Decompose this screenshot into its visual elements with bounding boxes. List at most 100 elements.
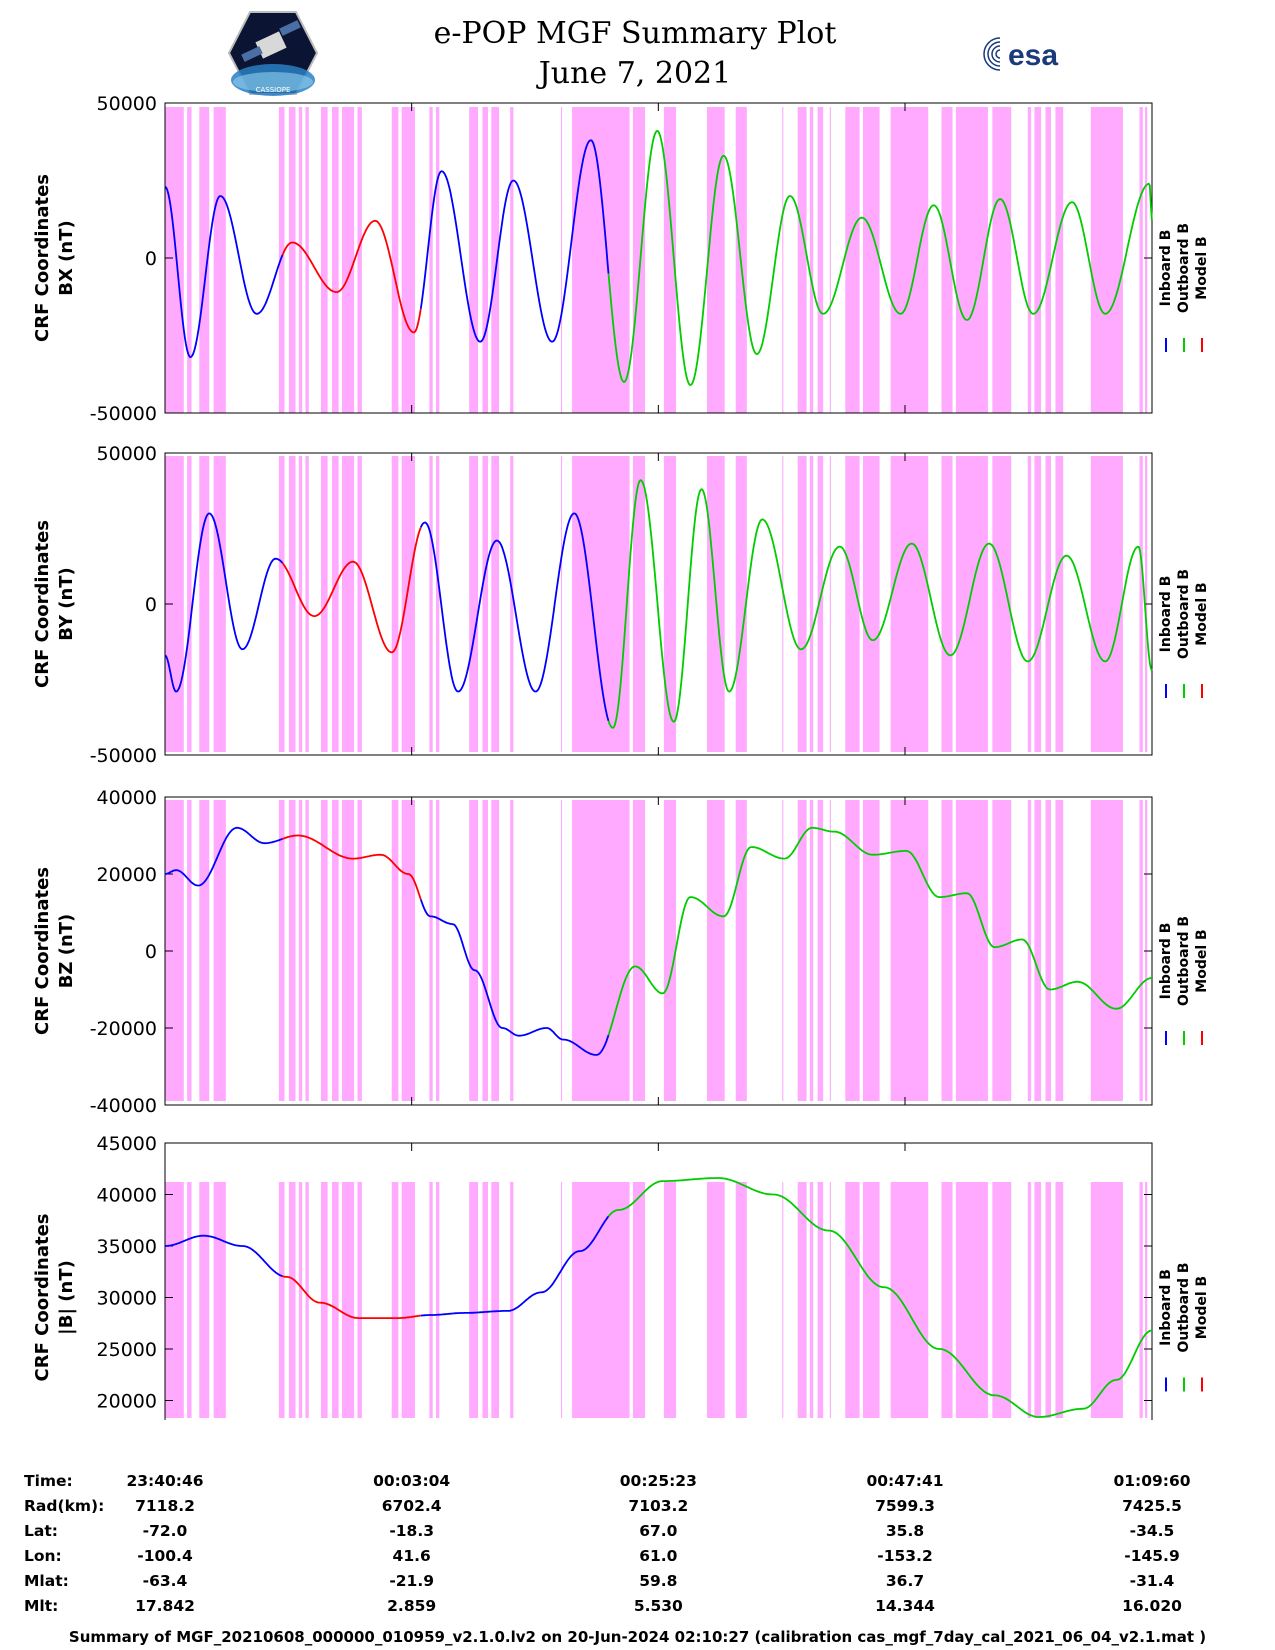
series-line <box>165 1234 283 1278</box>
shaded-interval <box>1145 107 1148 413</box>
shaded-interval <box>890 1182 929 1418</box>
shaded-interval <box>890 107 929 413</box>
y-tick-label: 30000 <box>97 1288 157 1310</box>
shaded-interval <box>1090 800 1123 1101</box>
shaded-interval <box>941 1182 953 1418</box>
shaded-interval <box>1145 1182 1148 1418</box>
shaded-interval <box>165 107 184 413</box>
shaded-interval <box>1034 107 1042 413</box>
annotation-label: Lon: <box>24 1547 62 1565</box>
shaded-interval <box>288 1182 296 1418</box>
series-line <box>419 899 610 1056</box>
shaded-interval <box>436 107 440 413</box>
shaded-interval <box>890 800 929 1101</box>
annotation-value: 67.0 <box>639 1522 678 1540</box>
shaded-interval <box>278 800 285 1101</box>
legend-label: Model B <box>1194 582 1210 645</box>
y-axis-label: CRF Coordinates BZ (nT) <box>32 867 77 1035</box>
shaded-interval <box>305 107 309 413</box>
shaded-interval <box>510 456 514 752</box>
shaded-interval <box>992 456 1012 752</box>
shaded-interval <box>436 800 440 1101</box>
y-tick-label: -50000 <box>90 745 157 767</box>
esa-logo: esa <box>983 37 1058 72</box>
shaded-interval <box>305 456 309 752</box>
legend-label: Outboard B <box>1176 916 1192 1006</box>
shaded-interval <box>992 800 1012 1101</box>
shaded-interval <box>213 800 226 1101</box>
shaded-interval <box>1139 800 1143 1101</box>
shaded-interval <box>436 456 440 752</box>
shaded-interval <box>809 1182 814 1418</box>
shaded-interval <box>357 800 362 1101</box>
panel-1: 50000 0 -50000 CRF Coordinates BX (nT) Inboar… <box>32 93 1210 425</box>
shaded-interval <box>332 456 339 752</box>
shaded-interval <box>1027 107 1032 413</box>
series-line <box>282 834 422 900</box>
shaded-interval <box>572 456 630 752</box>
shaded-interval <box>278 456 285 752</box>
y-axis-label-line-1: CRF Coordinates <box>32 520 53 688</box>
shaded-interval <box>1055 107 1064 413</box>
shaded-interval <box>817 456 824 752</box>
shaded-interval <box>862 456 880 752</box>
legend-label: Model B <box>1194 236 1210 299</box>
shaded-interval <box>187 1182 192 1418</box>
legend-label: Inboard B <box>1158 230 1174 307</box>
y-axis-label: CRF Coordinates BX (nT) <box>32 174 77 342</box>
series-line <box>164 185 284 359</box>
annotation-value: -72.0 <box>142 1522 188 1540</box>
annotation-label: Mlt: <box>24 1597 59 1615</box>
legend-label: Model B <box>1194 929 1210 992</box>
shaded-interval <box>469 456 479 752</box>
shaded-interval <box>469 800 479 1101</box>
shaded-interval <box>482 800 488 1101</box>
panel-2: 50000 0 -50000 CRF Coordinates BY (nT) Inboar… <box>32 443 1210 767</box>
shaded-interval <box>817 107 824 413</box>
series-line <box>420 1215 610 1317</box>
shaded-interval <box>817 800 824 1101</box>
shaded-interval <box>1090 1182 1123 1418</box>
shaded-interval <box>632 456 646 752</box>
series-line <box>419 139 610 343</box>
shaded-interval <box>213 456 226 752</box>
shaded-interval <box>572 107 630 413</box>
y-tick-label: 45000 <box>97 1133 157 1155</box>
y-tick-label: 40000 <box>97 1185 157 1207</box>
y-tick-label: 25000 <box>97 1339 157 1361</box>
annotation-label: Mlat: <box>24 1572 69 1590</box>
annotation-value: 00:25:23 <box>619 1472 697 1490</box>
annotation-value: 00:03:04 <box>373 1472 451 1490</box>
shaded-interval <box>1034 1182 1042 1418</box>
shaded-interval <box>491 1182 500 1418</box>
shaded-interval <box>572 1182 630 1418</box>
annotation-value: 7425.5 <box>1122 1497 1182 1515</box>
annotation-label: Lat: <box>24 1522 58 1540</box>
shaded-interval <box>782 456 784 752</box>
shaded-interval <box>707 1182 725 1418</box>
annotation-value: 59.8 <box>639 1572 678 1590</box>
shaded-interval <box>320 800 328 1101</box>
legend-label: Outboard B <box>1176 223 1192 313</box>
legend-label: Inboard B <box>1158 1269 1174 1346</box>
shaded-interval <box>429 107 433 413</box>
y-tick-label: 50000 <box>97 443 157 465</box>
shaded-interval <box>941 800 953 1101</box>
shaded-interval <box>1139 107 1143 413</box>
shaded-interval <box>829 456 831 752</box>
shaded-interval <box>482 1182 488 1418</box>
shaded-interval <box>298 800 303 1101</box>
shaded-interval <box>288 456 296 752</box>
shaded-interval <box>391 456 399 752</box>
shaded-interval <box>341 107 355 413</box>
legend-label: Inboard B <box>1158 576 1174 653</box>
shaded-interval <box>782 800 784 1101</box>
shaded-interval <box>429 800 433 1101</box>
legend-label: Model B <box>1194 1276 1210 1339</box>
y-axis-label-line-2: BZ (nT) <box>56 914 77 989</box>
annotation-value: 01:09:60 <box>1113 1472 1191 1490</box>
shaded-interval <box>320 107 328 413</box>
annotation-value: 16.020 <box>1122 1597 1182 1615</box>
shaded-interval <box>1027 1182 1032 1418</box>
shaded-interval <box>187 456 192 752</box>
